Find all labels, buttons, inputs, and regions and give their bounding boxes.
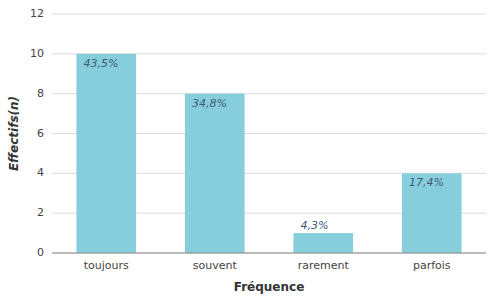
y-tick-label: 4 [37,166,44,179]
bar-annotation: 34,8% [192,97,227,110]
y-tick-label: 6 [37,127,44,140]
bar-annotation: 43,5% [84,57,119,70]
bar [185,94,245,253]
x-tick-label: souvent [193,259,238,272]
x-tick-label: rarement [298,259,350,272]
y-grid [52,14,486,253]
y-tick-label: 12 [30,7,44,20]
x-axis-line [52,253,486,254]
grid-line [52,14,486,15]
x-tick-label: parfois [413,259,451,272]
bar-annotation: 17,4% [409,176,444,189]
bar [402,173,462,253]
bar-annotation: 4,3% [301,219,329,232]
bars [76,54,461,253]
y-tick-label: 2 [37,206,44,219]
chart-svg: 0 2 4 6 8 10 12 43,5% 34,8% 4,3% 17,4% toujours souv… [0,0,498,299]
x-axis-label: Fréquence [234,280,305,294]
y-tick-label: 0 [37,246,44,259]
x-tick-label: toujours [84,259,129,272]
y-tick-label: 10 [30,47,44,60]
chart-container: 0 2 4 6 8 10 12 43,5% 34,8% 4,3% 17,4% toujours souv… [0,0,498,299]
bar [76,54,136,253]
y-axis-label: Effectifs(n) [7,96,21,171]
y-tick-label: 8 [37,87,44,100]
bar [293,233,353,253]
grid-line [52,253,486,254]
